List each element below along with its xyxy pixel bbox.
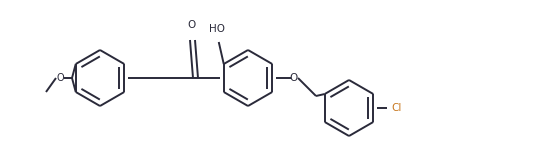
Text: HO: HO [208,24,225,34]
Text: O: O [56,73,64,83]
Text: Cl: Cl [391,103,401,113]
Text: O: O [187,20,195,30]
Text: O: O [290,73,298,83]
